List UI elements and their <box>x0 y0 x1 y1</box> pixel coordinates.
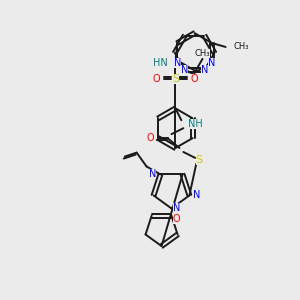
Text: O: O <box>190 74 198 84</box>
Text: NH: NH <box>188 119 203 129</box>
Text: S: S <box>172 74 179 84</box>
Text: CH₃: CH₃ <box>233 43 249 52</box>
Text: S: S <box>196 155 203 165</box>
Text: N: N <box>201 65 208 75</box>
Text: O: O <box>172 214 180 224</box>
Text: N: N <box>181 65 188 75</box>
Text: N: N <box>149 169 157 179</box>
Text: O: O <box>147 133 154 143</box>
Text: CH₃: CH₃ <box>195 50 210 58</box>
Text: N: N <box>193 190 201 200</box>
Text: N: N <box>174 58 181 68</box>
Text: HN: HN <box>153 58 167 68</box>
Text: O: O <box>153 74 160 84</box>
Text: N: N <box>173 203 181 214</box>
Text: N: N <box>208 58 215 68</box>
